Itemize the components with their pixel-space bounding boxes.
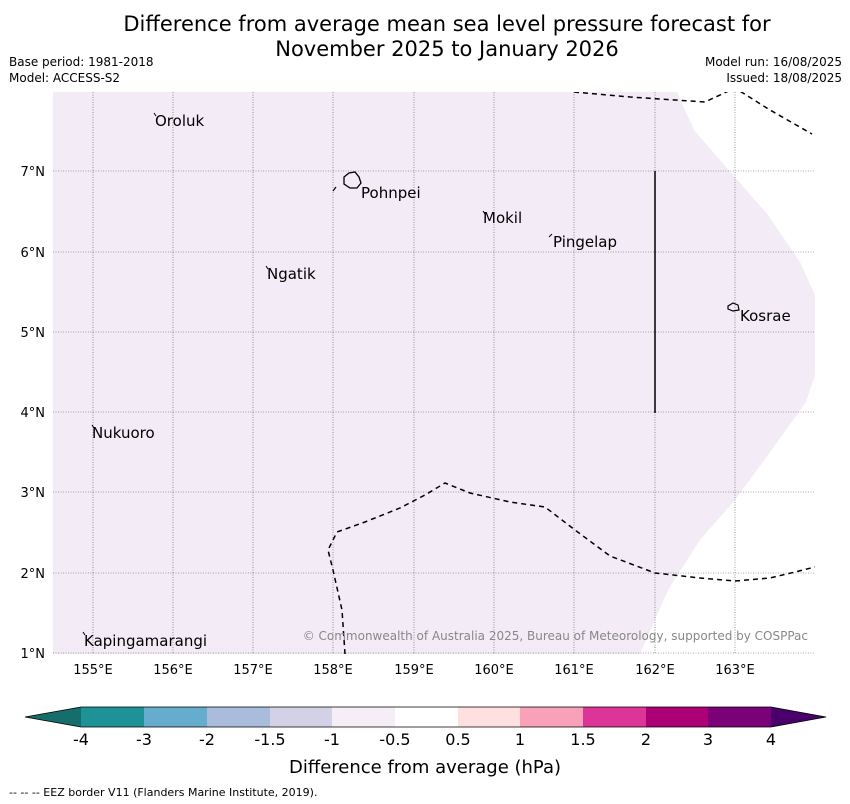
colorbar-title: Difference from average (hPa): [289, 757, 561, 778]
kosrae-island-shape: [727, 302, 740, 312]
anomaly-field: [53, 92, 815, 654]
island-label-pingelap: Pingelap: [553, 233, 617, 251]
island-label-kosrae: Kosrae: [740, 307, 791, 325]
colorbar-tick: 1.5: [570, 730, 595, 749]
island-label-oroluk: Oroluk: [155, 112, 204, 130]
colorbar-segment: [708, 707, 771, 727]
colorbar-tick: -1: [324, 730, 340, 749]
lon-label: 160°E: [474, 663, 514, 678]
issued-date: Issued: 18/08/2025: [726, 71, 842, 85]
colorbar-tick: 1: [515, 730, 525, 749]
colorbar: -4 -3 -2 -1.5 -1 -0.5 0.5 1 1.5 2 3 4 Di…: [24, 706, 827, 778]
island-label-mokil: Mokil: [483, 209, 522, 227]
lon-label: 157°E: [233, 663, 273, 678]
map-area: Oroluk Pohnpei Mokil Pingelap Ngatik Kos…: [53, 92, 815, 654]
lon-label: 156°E: [153, 663, 193, 678]
colorbar-tick: 4: [766, 730, 776, 749]
colorbar-segment: [144, 707, 207, 727]
atoll-marks: [82, 112, 553, 636]
colorbar-extend-low: [25, 707, 81, 727]
lon-labels: 155°E 156°E 157°E 158°E 159°E 160°E 161°…: [73, 663, 755, 678]
colorbar-tick: -2: [199, 730, 215, 749]
lon-label: 159°E: [394, 663, 434, 678]
colorbar-tick: -0.5: [379, 730, 410, 749]
colorbar-segment: [81, 707, 144, 727]
base-period: Base period: 1981-2018: [9, 55, 154, 69]
lon-label: 155°E: [73, 663, 113, 678]
lat-label: 2°N: [21, 567, 46, 582]
island-label-ngatik: Ngatik: [267, 265, 316, 283]
colorbar-segment: [583, 707, 646, 727]
lat-label: 4°N: [21, 406, 46, 421]
colorbar-tick-labels: -4 -3 -2 -1.5 -1 -0.5 0.5 1 1.5 2 3 4: [73, 730, 776, 749]
lat-label: 7°N: [21, 165, 46, 180]
chart-title: Difference from average mean sea level p…: [0, 12, 850, 62]
lon-label: 162°E: [635, 663, 675, 678]
island-label-kapingamarangi: Kapingamarangi: [84, 632, 207, 650]
island-label-pohnpei: Pohnpei: [361, 184, 421, 202]
lon-label: 158°E: [313, 663, 353, 678]
colorbar-tick: -4: [73, 730, 89, 749]
lat-labels: 7°N 6°N 5°N 4°N 3°N 2°N 1°N: [21, 165, 46, 662]
colorbar-tick: 3: [703, 730, 713, 749]
meta-right: Model run: 16/08/2025 Issued: 18/08/2025: [705, 54, 842, 86]
colorbar-segment: [207, 707, 270, 727]
model-run: Model run: 16/08/2025: [704, 55, 842, 69]
colorbar-tick: 2: [641, 730, 651, 749]
colorbar-extend-high: [771, 707, 826, 727]
small-islet: [332, 186, 337, 192]
colorbar-segment: [270, 707, 332, 727]
lat-label: 3°N: [21, 486, 46, 501]
eez-footnote: -- -- -- EEZ border V11 (Flanders Marine…: [9, 786, 318, 799]
pohnpei-island-shape: [343, 171, 362, 189]
colorbar-segment: [520, 707, 583, 727]
colorbar-tick: -3: [136, 730, 152, 749]
model-name: Model: ACCESS-S2: [9, 71, 121, 85]
colorbar-segment: [332, 707, 395, 727]
title-line-2: November 2025 to January 2026: [275, 37, 619, 61]
colorbar-segment: [458, 707, 520, 727]
title-line-1: Difference from average mean sea level p…: [123, 12, 771, 36]
island-label-nukuoro: Nukuoro: [92, 424, 155, 442]
lat-label: 1°N: [21, 647, 46, 662]
colorbar-tick: -1.5: [254, 730, 285, 749]
eez-borders: [327, 92, 815, 654]
lon-label: 161°E: [554, 663, 594, 678]
lat-label: 6°N: [21, 246, 46, 261]
island-labels: Oroluk Pohnpei Mokil Pingelap Ngatik Kos…: [84, 112, 791, 650]
colorbar-tick: 0.5: [445, 730, 470, 749]
lat-label: 5°N: [21, 326, 46, 341]
copyright-note: © Commonwealth of Australia 2025, Bureau…: [303, 629, 808, 643]
lon-label: 163°E: [715, 663, 755, 678]
meta-left: Base period: 1981-2018 Model: ACCESS-S2: [9, 54, 154, 86]
colorbar-segment: [646, 707, 708, 727]
colorbar-segment: [395, 707, 458, 727]
